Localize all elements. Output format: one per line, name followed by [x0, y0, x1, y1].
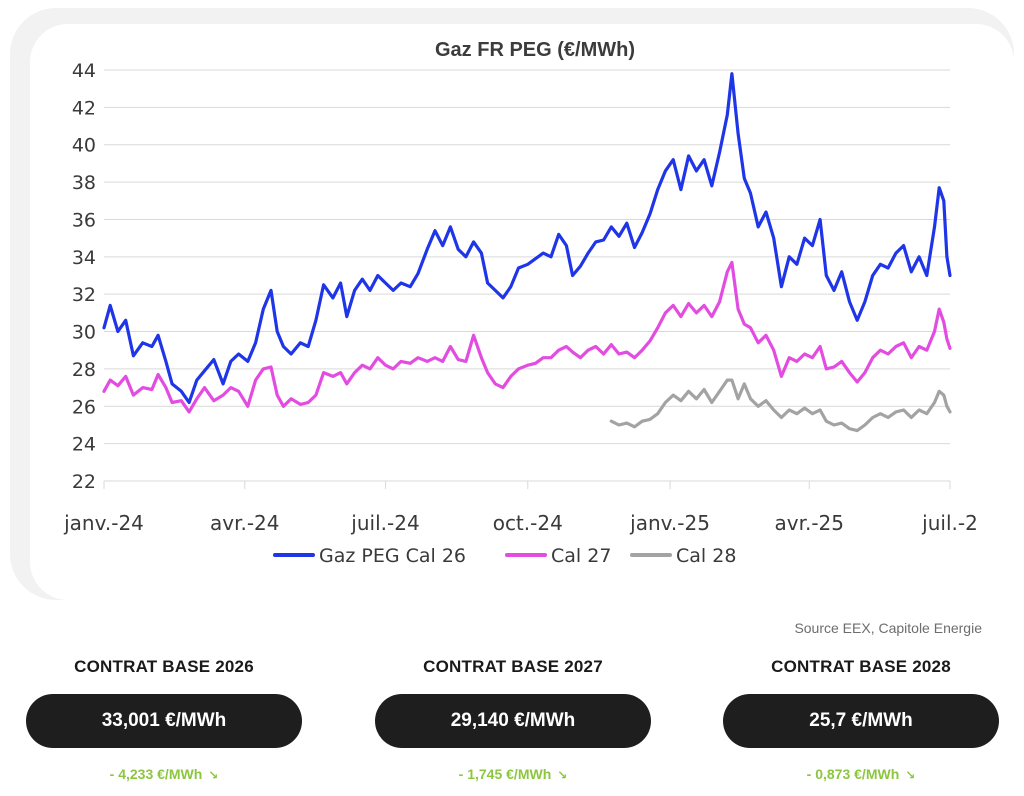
contract-price-pill: 33,001 €/MWh: [26, 694, 302, 748]
x-axis: janv.-24 avr.-24 juil.-24 oct.-24 janv.-25 av…: [63, 480, 978, 535]
x-tick-label: oct.-24: [493, 511, 563, 535]
chart-legend: Gaz PEG Cal 26 Cal 27 Cal 28: [273, 545, 736, 567]
legend-label: Gaz PEG Cal 26: [319, 545, 466, 567]
contract-change: - 4,233 €/MWh ↘: [26, 766, 302, 782]
contract-title: CONTRAT BASE 2026: [74, 657, 254, 676]
x-tick-label: juil.-24: [350, 511, 419, 535]
x-tick-label: juil.-2: [921, 511, 978, 535]
chart-series: [102, 72, 952, 433]
line-chart: Gaz FR PEG (€/MWh) 22 24 26 28 30 32 34 36 38 40 4…: [63, 39, 978, 567]
arrow-down-right-icon: ↘: [557, 768, 568, 782]
contract-price-pill: 25,7 €/MWh: [723, 694, 999, 748]
contract-title: CONTRAT BASE 2027: [423, 657, 603, 676]
contract-change-value: - 0,873 €/MWh: [806, 766, 900, 782]
x-tick-label: avr.-24: [210, 511, 280, 535]
chart-card-inner: [30, 24, 1014, 600]
chart-card: Gaz FR PEG (€/MWh) 22 24 26 28 30 32 34 36 38 40 4…: [10, 8, 1014, 600]
contract-2028: CONTRAT BASE 2028 25,7 €/MWh - 0,873 €/M…: [723, 654, 999, 782]
x-tick-label: janv.-25: [629, 511, 710, 535]
contract-change-value: - 1,745 €/MWh: [458, 766, 552, 782]
y-tick-label: 26: [72, 396, 96, 418]
y-tick-label: 42: [72, 97, 96, 119]
contract-2026: CONTRAT BASE 2026 33,001 €/MWh - 4,233 €…: [26, 654, 302, 782]
y-tick-label: 38: [72, 172, 96, 194]
y-tick-label: 30: [72, 322, 96, 344]
source-note: Source EEX, Capitole Energie: [794, 620, 982, 636]
series-line-1: [102, 260, 952, 414]
series-line-0: [102, 72, 952, 405]
y-tick-label: 28: [72, 359, 96, 381]
legend-label: Cal 27: [551, 545, 611, 567]
y-tick-label: 22: [72, 471, 96, 493]
y-tick-label: 40: [72, 135, 96, 157]
series-line-2: [609, 378, 952, 433]
x-tick-label: avr.-25: [774, 511, 844, 535]
x-tick-label: janv.-24: [63, 511, 144, 535]
contract-change-value: - 4,233 €/MWh: [109, 766, 203, 782]
y-tick-label: 44: [72, 60, 96, 82]
legend-label: Cal 28: [676, 545, 736, 567]
contract-price-pill: 29,140 €/MWh: [375, 694, 651, 748]
contract-change: - 0,873 €/MWh ↘: [723, 766, 999, 782]
y-axis: 22 24 26 28 30 32 34 36 38 40 42 44: [72, 60, 96, 493]
chart-grid: [104, 69, 950, 482]
y-tick-label: 32: [72, 284, 96, 306]
arrow-down-right-icon: ↘: [208, 768, 219, 782]
y-tick-label: 24: [72, 434, 96, 456]
y-tick-label: 34: [72, 247, 96, 269]
contract-change: - 1,745 €/MWh ↘: [375, 766, 651, 782]
y-tick-label: 36: [72, 209, 96, 231]
arrow-down-right-icon: ↘: [905, 768, 916, 782]
contract-title: CONTRAT BASE 2028: [771, 657, 951, 676]
chart-title: Gaz FR PEG (€/MWh): [435, 39, 635, 61]
contract-2027: CONTRAT BASE 2027 29,140 €/MWh - 1,745 €…: [375, 654, 651, 782]
